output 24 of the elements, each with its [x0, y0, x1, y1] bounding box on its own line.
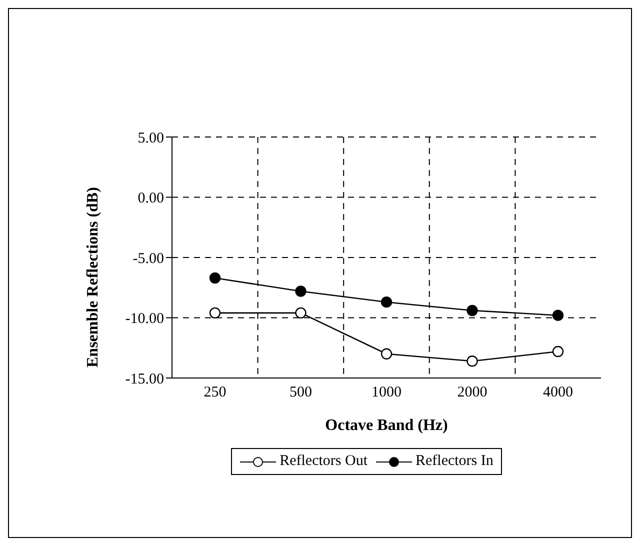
legend-label: Reflectors In [416, 453, 494, 470]
y-tick-label: 5.00 [138, 130, 164, 146]
point [466, 304, 478, 316]
x-tick-label: 2000 [457, 384, 488, 401]
point [552, 310, 564, 321]
x-axis-title: Octave Band (Hz) [325, 417, 448, 434]
y-tick-label: -5.00 [132, 250, 164, 267]
y-tick-label: -15.00 [125, 371, 164, 388]
x-tick-label: 1000 [372, 384, 402, 401]
point [380, 296, 392, 308]
point [209, 307, 221, 319]
x-tick-label: 4000 [543, 384, 573, 401]
y-tick-label: -10.00 [125, 311, 164, 328]
y-tick-label: 0.00 [138, 190, 164, 207]
point [295, 286, 306, 297]
point [466, 356, 478, 367]
point [295, 307, 306, 319]
x-tick-label: 500 [290, 384, 312, 401]
point [209, 272, 221, 284]
point [380, 348, 392, 360]
legend-label: Reflectors Out [280, 453, 368, 470]
x-tick-label: 250 [204, 384, 226, 401]
y-axis-title: Ensemble Reflections (dB) [84, 187, 102, 368]
point [552, 346, 564, 358]
